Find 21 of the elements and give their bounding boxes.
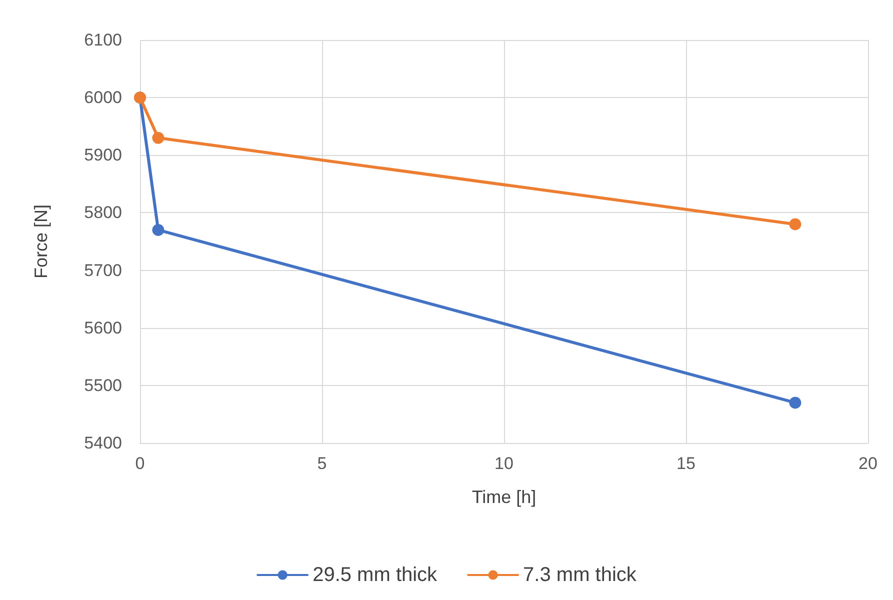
x-axis-title: Time [h] xyxy=(472,487,536,507)
y-tick-label: 6000 xyxy=(84,88,122,108)
y-tick-label: 5500 xyxy=(84,376,122,395)
y-axis-title: Force [N] xyxy=(31,204,51,279)
x-tick-label: 15 xyxy=(676,454,696,473)
point xyxy=(152,224,164,236)
point xyxy=(789,218,802,230)
y-tick-label: 5800 xyxy=(84,203,122,222)
point xyxy=(789,396,802,409)
y-tick-label: 5400 xyxy=(84,434,122,452)
legend-label: 7.3 mm thick xyxy=(523,564,638,586)
y-tick-label: 6100 xyxy=(84,30,122,50)
y-tick-label: 5700 xyxy=(84,260,122,280)
point xyxy=(152,132,164,144)
x-tick-label: 20 xyxy=(858,454,878,473)
x-tick-label: 0 xyxy=(135,454,145,473)
x-tick-label: 5 xyxy=(317,454,327,473)
y-tick-label: 5900 xyxy=(84,146,122,165)
y-tick-label: 5600 xyxy=(84,318,122,338)
legend-label: 29.5 mm thick xyxy=(312,564,438,586)
x-tick-label: 10 xyxy=(494,454,514,473)
